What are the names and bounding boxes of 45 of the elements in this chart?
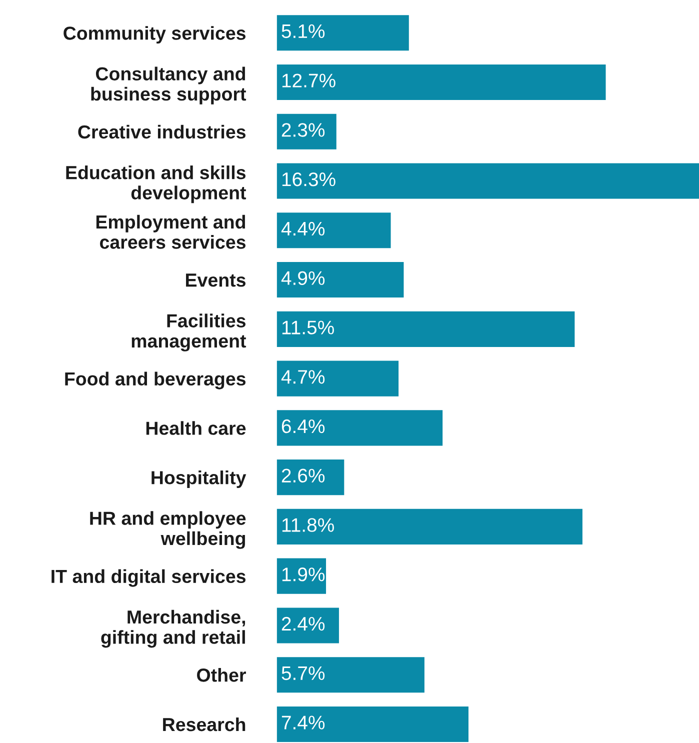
data-label: 11.8% xyxy=(282,518,334,532)
y-tick-label: Merchandise, gifting and retail xyxy=(101,610,246,648)
y-tick-label: Other xyxy=(197,668,246,682)
data-label: 2.4% xyxy=(282,616,325,631)
data-label: 5.1% xyxy=(282,24,325,38)
y-tick-label: Education and skills development xyxy=(66,165,246,204)
bar xyxy=(276,163,699,199)
bar xyxy=(276,410,443,446)
y-tick-label: Events xyxy=(186,274,246,287)
data-label: 2.3% xyxy=(282,123,325,137)
bar xyxy=(276,558,326,594)
y-tick-label: Community services xyxy=(64,26,246,44)
data-label: 4.9% xyxy=(281,271,325,285)
bar xyxy=(276,657,424,693)
data-label: 4.4% xyxy=(281,222,325,236)
bar xyxy=(276,262,404,298)
bar xyxy=(276,706,468,742)
bar xyxy=(276,360,399,396)
y-tick-label: Consultancy and business support xyxy=(91,66,246,104)
bar xyxy=(276,608,339,644)
data-label: 5.7% xyxy=(282,666,325,680)
bar xyxy=(276,508,582,544)
data-label: 7.4% xyxy=(282,716,325,730)
data-label: 2.6% xyxy=(282,468,325,483)
y-tick-label: Hospitality xyxy=(152,470,246,488)
bar xyxy=(276,212,391,248)
data-label: 1.9% xyxy=(282,568,325,582)
data-label: 11.5% xyxy=(282,320,334,334)
bar xyxy=(276,64,606,100)
y-tick-label: Research xyxy=(163,717,246,732)
data-label: 12.7% xyxy=(282,74,336,88)
data-label: 6.4% xyxy=(282,419,325,434)
y-tick-label: Creative industries xyxy=(78,124,246,139)
bar xyxy=(276,114,336,150)
data-label: 16.3% xyxy=(282,172,336,186)
y-tick-label: Health care xyxy=(146,421,246,435)
y-tick-label: Food and beverages xyxy=(65,372,246,390)
y-tick-label: IT and digital services xyxy=(52,569,246,587)
bar xyxy=(276,311,575,347)
y-tick-label: Facilities management xyxy=(132,314,246,352)
data-label: 4.7% xyxy=(281,370,325,384)
y-tick-label: HR and employee wellbeing xyxy=(90,511,246,549)
bar xyxy=(276,460,344,496)
bar xyxy=(276,15,409,51)
y-tick-label: Employment and careers services xyxy=(96,214,246,249)
